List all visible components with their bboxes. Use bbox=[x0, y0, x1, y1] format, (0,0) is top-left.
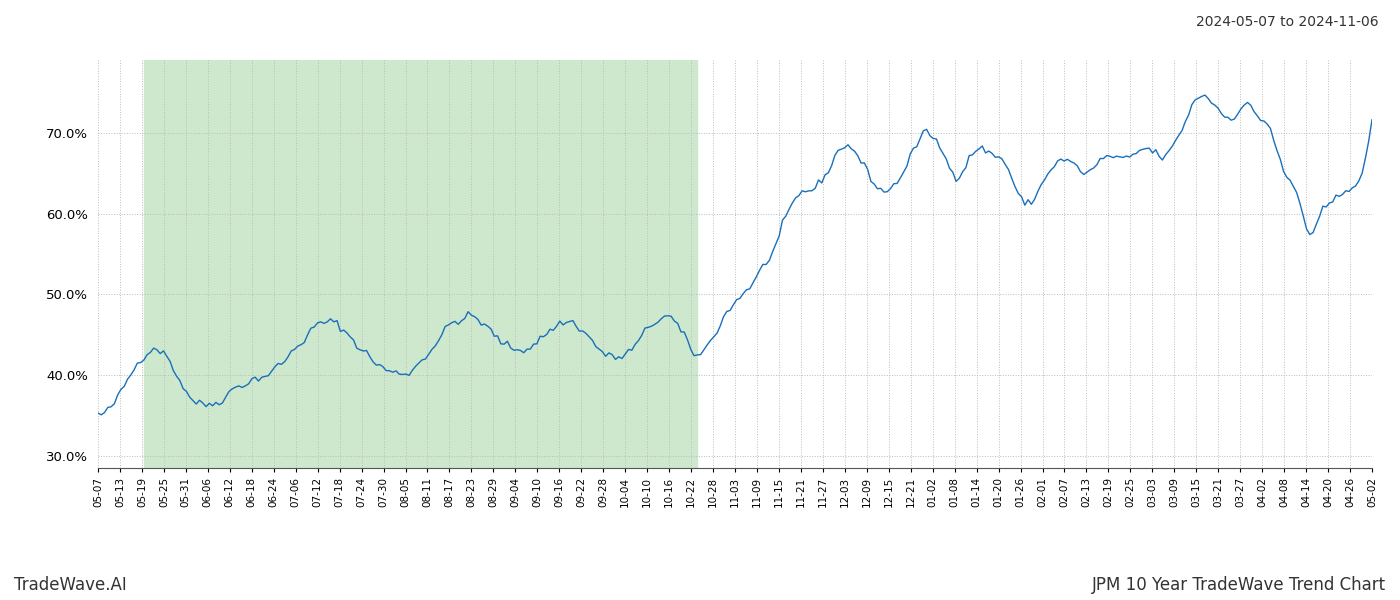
Text: JPM 10 Year TradeWave Trend Chart: JPM 10 Year TradeWave Trend Chart bbox=[1092, 576, 1386, 594]
Text: 2024-05-07 to 2024-11-06: 2024-05-07 to 2024-11-06 bbox=[1197, 15, 1379, 29]
Text: TradeWave.AI: TradeWave.AI bbox=[14, 576, 127, 594]
Bar bbox=[144, 60, 697, 468]
